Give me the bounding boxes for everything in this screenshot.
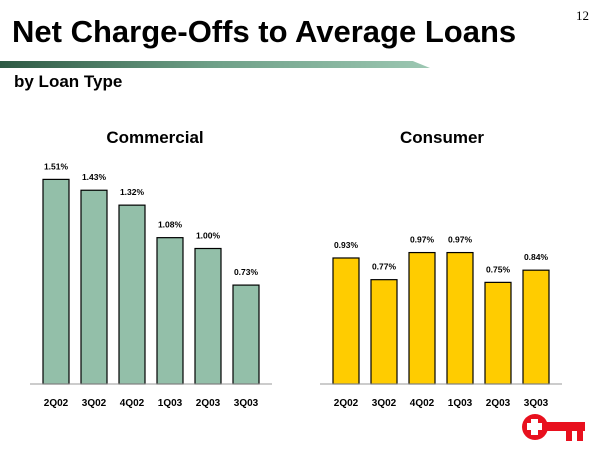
consumer-data-label: 0.77%	[372, 262, 397, 272]
consumer-data-label: 0.97%	[410, 235, 435, 245]
consumer-x-tick-label: 1Q03	[448, 398, 473, 409]
slide-title: Net Charge-Offs to Average Loans	[12, 14, 517, 49]
commercial-bar-2Q03	[194, 247, 222, 385]
commercial-x-tick-label: 2Q02	[44, 398, 69, 409]
consumer-x-tick-label: 2Q02	[334, 398, 359, 409]
commercial-data-label: 1.32%	[120, 187, 145, 197]
commercial-bar-1Q03	[156, 237, 184, 385]
commercial-bar-4Q02	[118, 204, 146, 385]
slide-subtitle: by Loan Type	[14, 72, 123, 91]
commercial-data-label: 1.08%	[158, 220, 183, 230]
consumer-x-tick-label: 3Q03	[524, 398, 549, 409]
commercial-data-label: 1.43%	[82, 172, 107, 182]
consumer-x-tick-label: 2Q03	[486, 398, 511, 409]
commercial-data-label: 1.51%	[44, 161, 69, 171]
consumer-x-tick-label: 4Q02	[410, 398, 435, 409]
commercial-x-tick-label: 3Q02	[82, 398, 107, 409]
commercial-x-tick-label: 1Q03	[158, 398, 183, 409]
page-number: 12	[576, 8, 589, 23]
commercial-chart-title: Commercial	[106, 128, 203, 147]
commercial-x-tick-label: 2Q03	[196, 398, 221, 409]
consumer-bar-2Q03	[484, 281, 512, 385]
consumer-chart-title: Consumer	[400, 128, 484, 147]
consumer-data-label: 0.93%	[334, 240, 359, 250]
commercial-data-label: 1.00%	[196, 231, 221, 241]
consumer-data-label: 0.84%	[524, 252, 549, 262]
consumer-x-tick-label: 3Q02	[372, 398, 397, 409]
consumer-bar-4Q02	[408, 251, 436, 385]
consumer-data-label: 0.75%	[486, 264, 511, 274]
consumer-bar-3Q02	[370, 279, 398, 385]
title-underline-band	[0, 61, 430, 68]
commercial-x-tick-label: 4Q02	[120, 398, 145, 409]
commercial-data-label: 0.73%	[234, 267, 259, 277]
commercial-x-tick-label: 3Q03	[234, 398, 259, 409]
commercial-bar-3Q03	[232, 284, 260, 385]
consumer-data-label: 0.97%	[448, 235, 473, 245]
